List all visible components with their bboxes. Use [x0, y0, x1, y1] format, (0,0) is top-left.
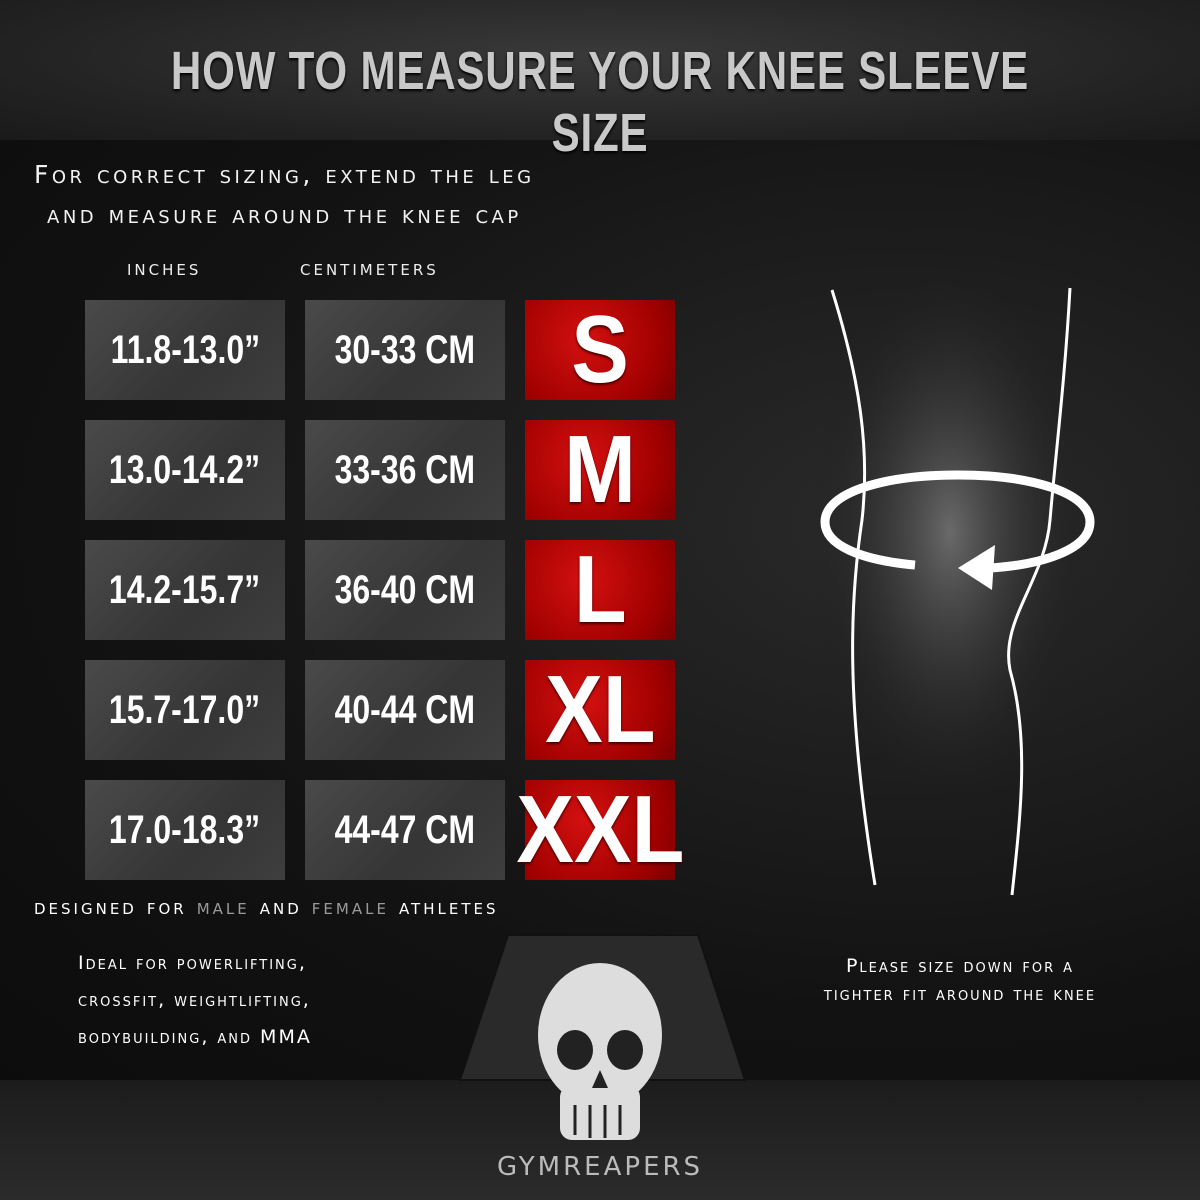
- skull-logo-icon: [538, 963, 662, 1140]
- inches-cell: 17.0-18.3”: [85, 780, 285, 880]
- cm-value: 36-40 CM: [334, 567, 476, 612]
- ideal-for-text: Ideal for powerlifting, crossfit, weight…: [78, 945, 312, 1056]
- size-cell: S: [525, 300, 675, 400]
- instruction-line-1: For correct sizing, extend the leg: [34, 160, 535, 189]
- brand-logo-text: GYMREAPERS: [496, 1152, 704, 1182]
- cm-cell: 30-33 CM: [305, 300, 505, 400]
- leg-outline-right: [1007, 287, 1072, 896]
- cm-cell: 44-47 CM: [305, 780, 505, 880]
- inches-cell: 11.8-13.0”: [85, 300, 285, 400]
- size-label: L: [573, 536, 627, 643]
- inches-value: 15.7-17.0”: [109, 687, 261, 732]
- inches-cell: 15.7-17.0”: [85, 660, 285, 760]
- knee-shading: [810, 280, 1090, 840]
- size-down-note: Please size down for a tighter fit aroun…: [760, 952, 1160, 1008]
- page-title: HOW TO MEASURE YOUR KNEE SLEEVE SIZE: [170, 41, 1030, 163]
- designed-for-text: designed for male and female athletes: [34, 895, 499, 920]
- size-label: XL: [544, 656, 656, 763]
- inches-value: 14.2-15.7”: [109, 567, 261, 612]
- size-cell: XXL: [516, 780, 684, 880]
- size-label: S: [571, 296, 629, 403]
- size-label: XXL: [515, 776, 685, 883]
- and-text: and: [259, 895, 302, 920]
- arrow-icon: [958, 545, 995, 590]
- male-text: male: [196, 895, 250, 920]
- ideal-line: crossfit, weightlifting,: [78, 989, 311, 1011]
- centimeters-header: centimeters: [300, 256, 439, 280]
- note-line: tighter fit around the knee: [823, 983, 1097, 1005]
- measure-loop: [820, 470, 1095, 573]
- note-line: Please size down for a: [845, 955, 1075, 977]
- header-band: [0, 0, 1200, 140]
- size-label: M: [564, 416, 636, 523]
- inches-value: 11.8-13.0”: [110, 327, 260, 372]
- athletes-text: athletes: [398, 895, 499, 920]
- inches-cell: 13.0-14.2”: [85, 420, 285, 520]
- inches-cell: 14.2-15.7”: [85, 540, 285, 640]
- female-text: female: [311, 895, 389, 920]
- cm-value: 40-44 CM: [334, 687, 476, 732]
- cm-cell: 40-44 CM: [305, 660, 505, 760]
- cm-value: 30-33 CM: [334, 327, 476, 372]
- cm-value: 33-36 CM: [334, 447, 476, 492]
- inches-header: inches: [127, 256, 202, 280]
- ideal-line: Ideal for powerlifting,: [78, 952, 307, 974]
- designed-text: designed for: [34, 895, 187, 920]
- size-cell: L: [525, 540, 675, 640]
- size-cell: M: [525, 420, 675, 520]
- inches-value: 17.0-18.3”: [109, 807, 261, 852]
- instruction-line-2: and measure around the knee cap: [47, 200, 522, 229]
- ideal-line: bodybuilding, and MMA: [78, 1026, 312, 1048]
- size-cell: XL: [525, 660, 675, 760]
- leg-outline-left: [830, 289, 877, 886]
- cm-value: 44-47 CM: [334, 807, 476, 852]
- cm-cell: 33-36 CM: [305, 420, 505, 520]
- cm-cell: 36-40 CM: [305, 540, 505, 640]
- inches-value: 13.0-14.2”: [109, 447, 261, 492]
